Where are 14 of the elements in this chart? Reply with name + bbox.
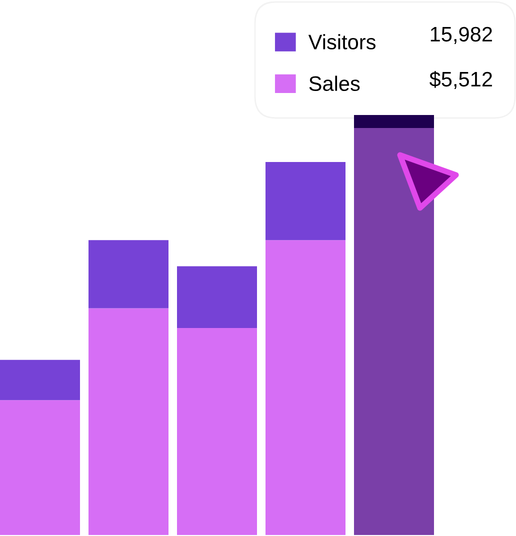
bar [0, 400, 80, 535]
bar [177, 328, 257, 535]
text: $5,512 [430, 70, 492, 90]
bar [88, 308, 168, 535]
bar [177, 266, 257, 328]
bar [354, 115, 434, 128]
bar [266, 162, 346, 240]
legend-label: Sales [309, 76, 360, 92]
bar [88, 240, 168, 308]
bar [354, 128, 434, 535]
bar [0, 360, 80, 400]
bar [266, 240, 346, 535]
text: 15,982 [430, 26, 492, 44]
legend-label: Visitors [308, 34, 376, 50]
